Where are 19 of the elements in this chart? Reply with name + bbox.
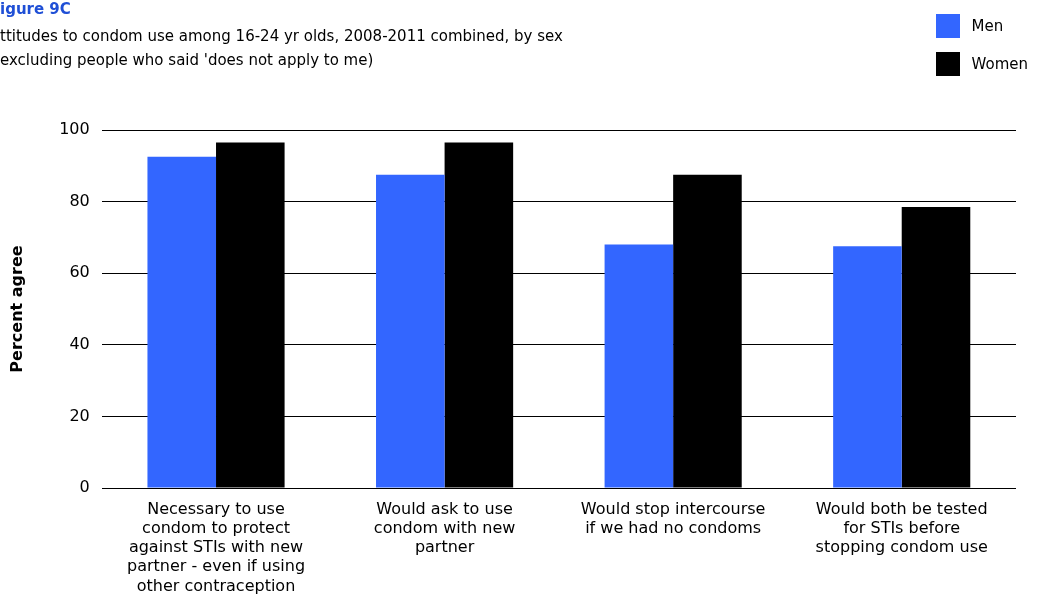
bar [147,156,217,488]
y-tick-label: 80 [69,190,90,210]
y-tick-label: 40 [69,333,90,353]
chart-subtitle: ttitudes to condom use among 16-24 yr olds, 2008-2011 combined, by sex excluding people who said 'does not apply to me) [0,26,563,71]
bar [833,246,902,488]
x-tick-label: Necessary to use condom to protect against STIs with new partner - even if using other contraception [126,498,306,595]
y-tick-label: 20 [69,405,90,425]
x-tick-label: Would both be tested for STIs before stopping condom use [815,498,988,557]
chart-title: igure 9C [0,0,71,18]
y-axis-title: Percent agree [6,245,26,373]
legend-label: Women [971,55,1028,73]
legend-label: Men [971,17,1004,35]
bar [376,174,445,488]
y-tick-label: 100 [59,119,90,139]
y-tick-label: 0 [79,477,90,497]
bar [604,244,674,488]
x-tick-label: Would stop intercourse if we had no condoms [580,498,766,537]
x-tick-label: Would ask to use condom with new partner [373,498,516,557]
y-tick-label: 60 [69,262,90,282]
